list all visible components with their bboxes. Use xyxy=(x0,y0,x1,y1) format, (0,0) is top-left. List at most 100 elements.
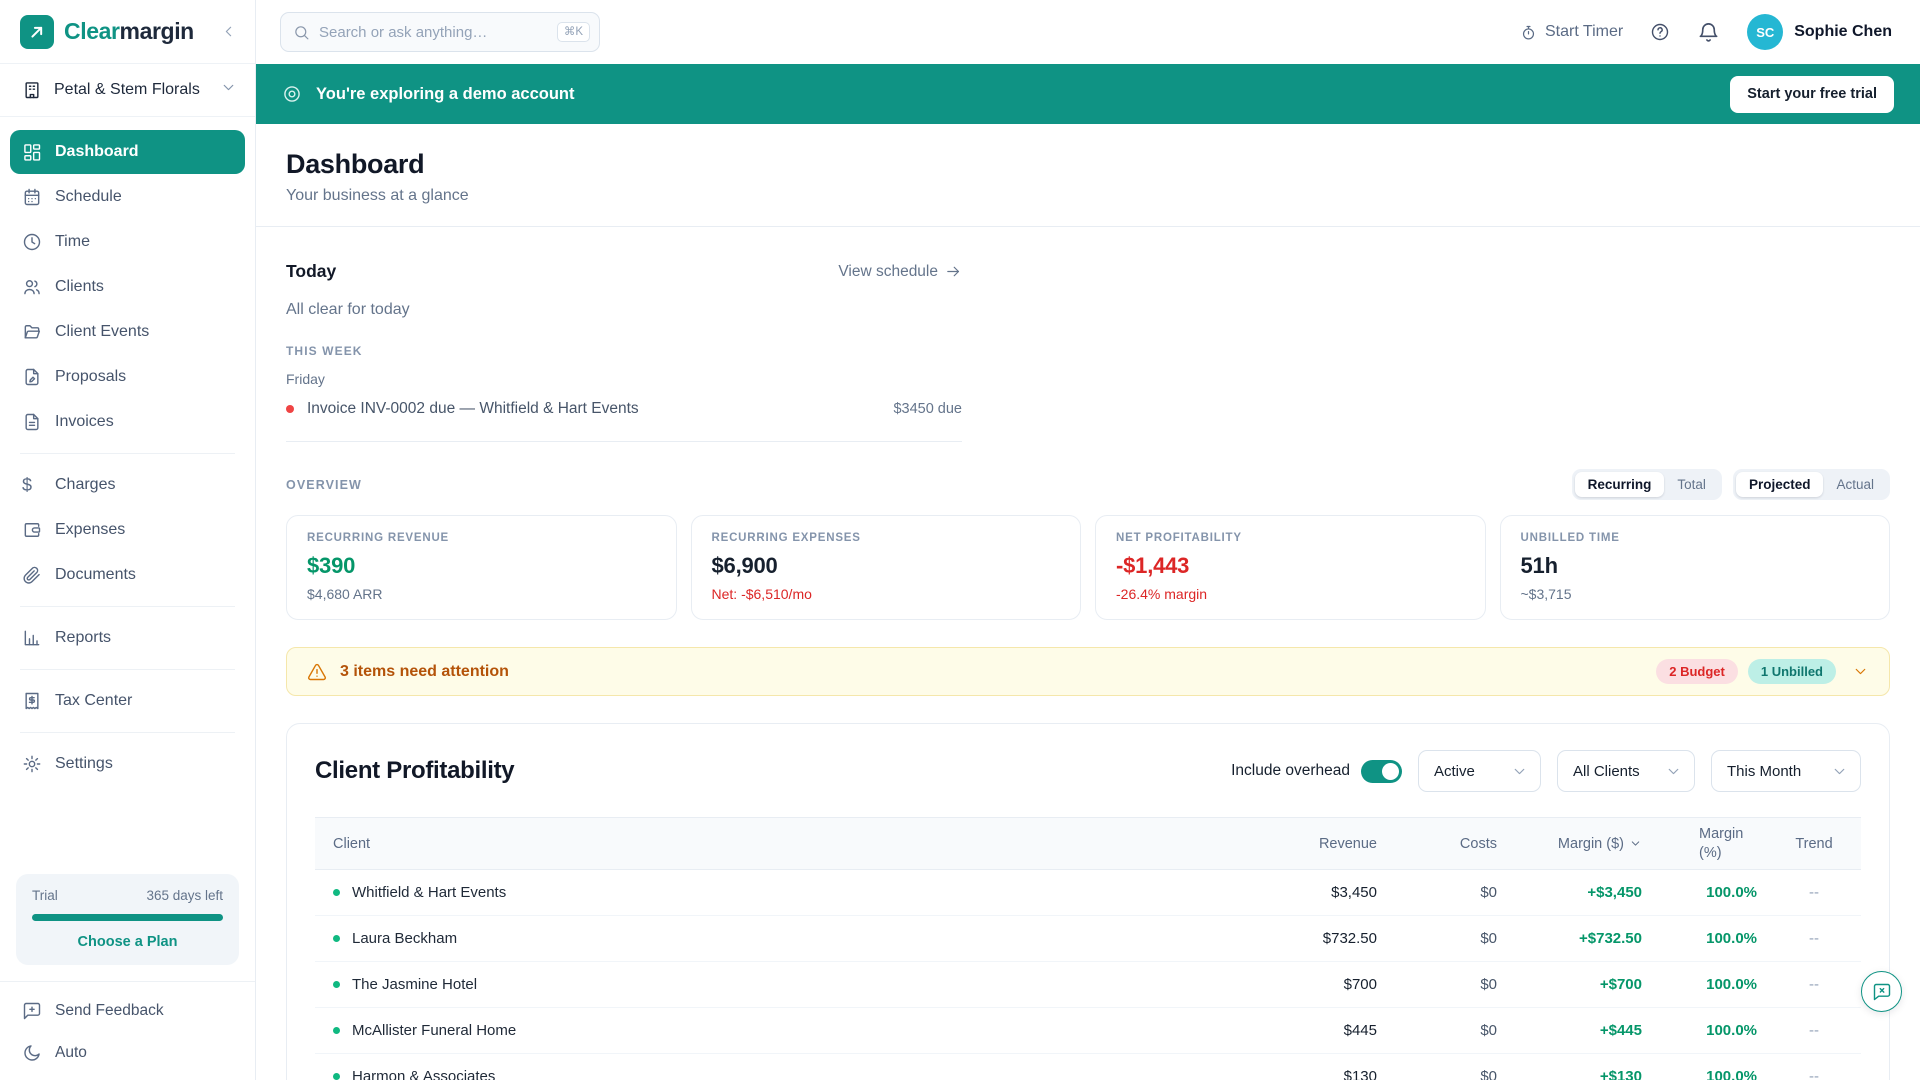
global-search[interactable]: ⌘K xyxy=(280,12,600,52)
moon-icon xyxy=(22,1043,42,1063)
user-name: Sophie Chen xyxy=(1794,23,1892,40)
budget-badge: 2 Budget xyxy=(1656,659,1738,684)
column-costs: Costs xyxy=(1459,835,1497,852)
table-row[interactable]: Whitfield & Hart Events $3,450 $0 +$3,45… xyxy=(315,870,1861,916)
table-row[interactable]: McAllister Funeral Home $445 $0 +$445 10… xyxy=(315,1008,1861,1054)
profitability-controls: Include overhead Active All Clients xyxy=(1231,750,1861,792)
table-row[interactable]: The Jasmine Hotel $700 $0 +$700 100.0% -… xyxy=(315,962,1861,1008)
sidebar-item-time[interactable]: Time xyxy=(10,220,245,264)
chat-feedback-fab[interactable] xyxy=(1861,971,1902,1012)
upcoming-event-row[interactable]: Invoice INV-0002 due — Whitfield & Hart … xyxy=(286,400,962,442)
trial-label: Trial xyxy=(32,888,58,903)
start-free-trial-button[interactable]: Start your free trial xyxy=(1730,75,1894,113)
sidebar-item-schedule[interactable]: Schedule xyxy=(10,175,245,219)
sidebar-item-label: Invoices xyxy=(55,413,114,430)
file-pen-icon xyxy=(22,367,42,387)
search-input[interactable] xyxy=(319,23,548,41)
sidebar-item-charges[interactable]: $ Charges xyxy=(10,463,245,507)
start-timer-label: Start Timer xyxy=(1544,23,1624,40)
toggle-actual[interactable]: Actual xyxy=(1836,477,1874,492)
trial-card: Trial 365 days left Choose a Plan xyxy=(16,874,239,965)
basis-toggle-group: Projected Actual xyxy=(1732,469,1890,500)
active-status-dot xyxy=(333,1027,340,1034)
include-overhead-label: Include overhead xyxy=(1231,762,1350,779)
mode-toggle-group: Recurring Total xyxy=(1571,469,1722,500)
clock-icon xyxy=(22,232,42,252)
sort-chevron-icon xyxy=(1631,841,1640,846)
margin-value: +$445 xyxy=(1599,1022,1642,1039)
eye-icon xyxy=(282,84,302,104)
users-icon xyxy=(22,277,42,297)
sidebar-item-settings[interactable]: Settings xyxy=(10,742,245,786)
trend-value: -- xyxy=(1809,1068,1819,1080)
user-menu[interactable]: SC Sophie Chen xyxy=(1747,14,1892,50)
include-overhead-control: Include overhead xyxy=(1231,759,1402,783)
status-filter-select[interactable]: Active xyxy=(1418,750,1541,792)
sidebar-item-documents[interactable]: Documents xyxy=(10,553,245,597)
notifications-button[interactable] xyxy=(1697,21,1720,44)
help-button[interactable] xyxy=(1650,22,1670,42)
sidebar-item-label: Clients xyxy=(55,278,104,295)
sidebar-item-proposals[interactable]: Proposals xyxy=(10,355,245,399)
toggle-projected[interactable]: Projected xyxy=(1735,472,1824,497)
costs-value: $0 xyxy=(1480,1068,1497,1080)
sidebar-item-label: Settings xyxy=(55,755,113,772)
file-text-icon xyxy=(22,412,42,432)
folder-icon xyxy=(22,322,42,342)
period-filter-select[interactable]: This Month xyxy=(1711,750,1861,792)
stat-card-unbilled-time: UNBILLED TIME 51h ~$3,715 xyxy=(1499,515,1890,620)
sidebar-divider xyxy=(20,453,235,454)
toggle-recurring[interactable]: Recurring xyxy=(1574,472,1665,497)
sidebar-collapse-button[interactable] xyxy=(220,23,237,40)
sidebar-divider xyxy=(20,669,235,670)
org-selector[interactable]: Petal & Stem Florals xyxy=(0,64,255,117)
start-timer-button[interactable]: Start Timer xyxy=(1520,23,1623,41)
stat-value: $390 xyxy=(307,553,356,578)
client-name: Harmon & Associates xyxy=(352,1068,496,1080)
dashboard-icon xyxy=(22,142,42,162)
search-shortcut-badge: ⌘K xyxy=(556,21,590,43)
theme-toggle[interactable]: Auto xyxy=(10,1032,245,1074)
sidebar-item-client-events[interactable]: Client Events xyxy=(10,310,245,354)
sidebar-item-tax-center[interactable]: Tax Center xyxy=(10,679,245,723)
today-section: Today View schedule All clear for today … xyxy=(286,261,962,442)
overview-cards: RECURRING REVENUE $390 $4,680 ARR RECURR… xyxy=(256,500,1920,620)
sidebar-item-label: Reports xyxy=(55,629,112,646)
margin-value: +$130 xyxy=(1599,1068,1642,1080)
client-name: The Jasmine Hotel xyxy=(352,976,478,993)
trial-days-left: 365 days left xyxy=(146,888,223,903)
stat-sub: $4,680 ARR xyxy=(307,586,383,602)
arrow-right-icon xyxy=(947,266,960,277)
attention-banner[interactable]: 3 items need attention 2 Budget 1 Unbill… xyxy=(286,647,1890,696)
toggle-total[interactable]: Total xyxy=(1677,477,1706,492)
page-title: Dashboard xyxy=(286,149,425,179)
send-feedback-button[interactable]: Send Feedback xyxy=(10,990,245,1032)
topbar-actions: Start Timer SC Sophie Chen xyxy=(1520,14,1892,50)
costs-value: $0 xyxy=(1480,976,1497,993)
include-overhead-toggle[interactable] xyxy=(1361,759,1402,783)
bar-chart-icon xyxy=(22,628,42,648)
paperclip-icon xyxy=(22,565,42,585)
choose-plan-link[interactable]: Choose a Plan xyxy=(77,934,178,950)
sidebar-item-label: Time xyxy=(55,233,90,250)
costs-value: $0 xyxy=(1480,930,1497,947)
overview-header: OVERVIEW Recurring Total Projected Actua… xyxy=(256,442,1920,500)
sidebar-item-clients[interactable]: Clients xyxy=(10,265,245,309)
sidebar-item-invoices[interactable]: Invoices xyxy=(10,400,245,444)
sidebar-item-reports[interactable]: Reports xyxy=(10,616,245,660)
clients-filter-select[interactable]: All Clients xyxy=(1557,750,1695,792)
expand-attention-button[interactable] xyxy=(1852,663,1869,680)
table-row[interactable]: Harmon & Associates $130 $0 +$130 100.0%… xyxy=(315,1054,1861,1080)
page-content: Dashboard Your business at a glance Toda… xyxy=(256,124,1920,1080)
stat-card-recurring-expenses: RECURRING EXPENSES $6,900 Net: -$6,510/m… xyxy=(690,515,1081,620)
demo-banner: You're exploring a demo account Start yo… xyxy=(256,64,1920,124)
column-margin-sortable[interactable]: Margin ($) xyxy=(1511,836,1656,852)
today-heading: Today xyxy=(286,261,337,281)
sidebar-item-expenses[interactable]: Expenses xyxy=(10,508,245,552)
revenue-value: $3,450 xyxy=(1331,884,1377,901)
active-status-dot xyxy=(333,981,340,988)
view-schedule-link[interactable]: View schedule xyxy=(838,263,962,281)
table-row[interactable]: Laura Beckham $732.50 $0 +$732.50 100.0%… xyxy=(315,916,1861,962)
sidebar-item-dashboard[interactable]: Dashboard xyxy=(10,130,245,174)
warning-triangle-icon xyxy=(307,662,327,682)
